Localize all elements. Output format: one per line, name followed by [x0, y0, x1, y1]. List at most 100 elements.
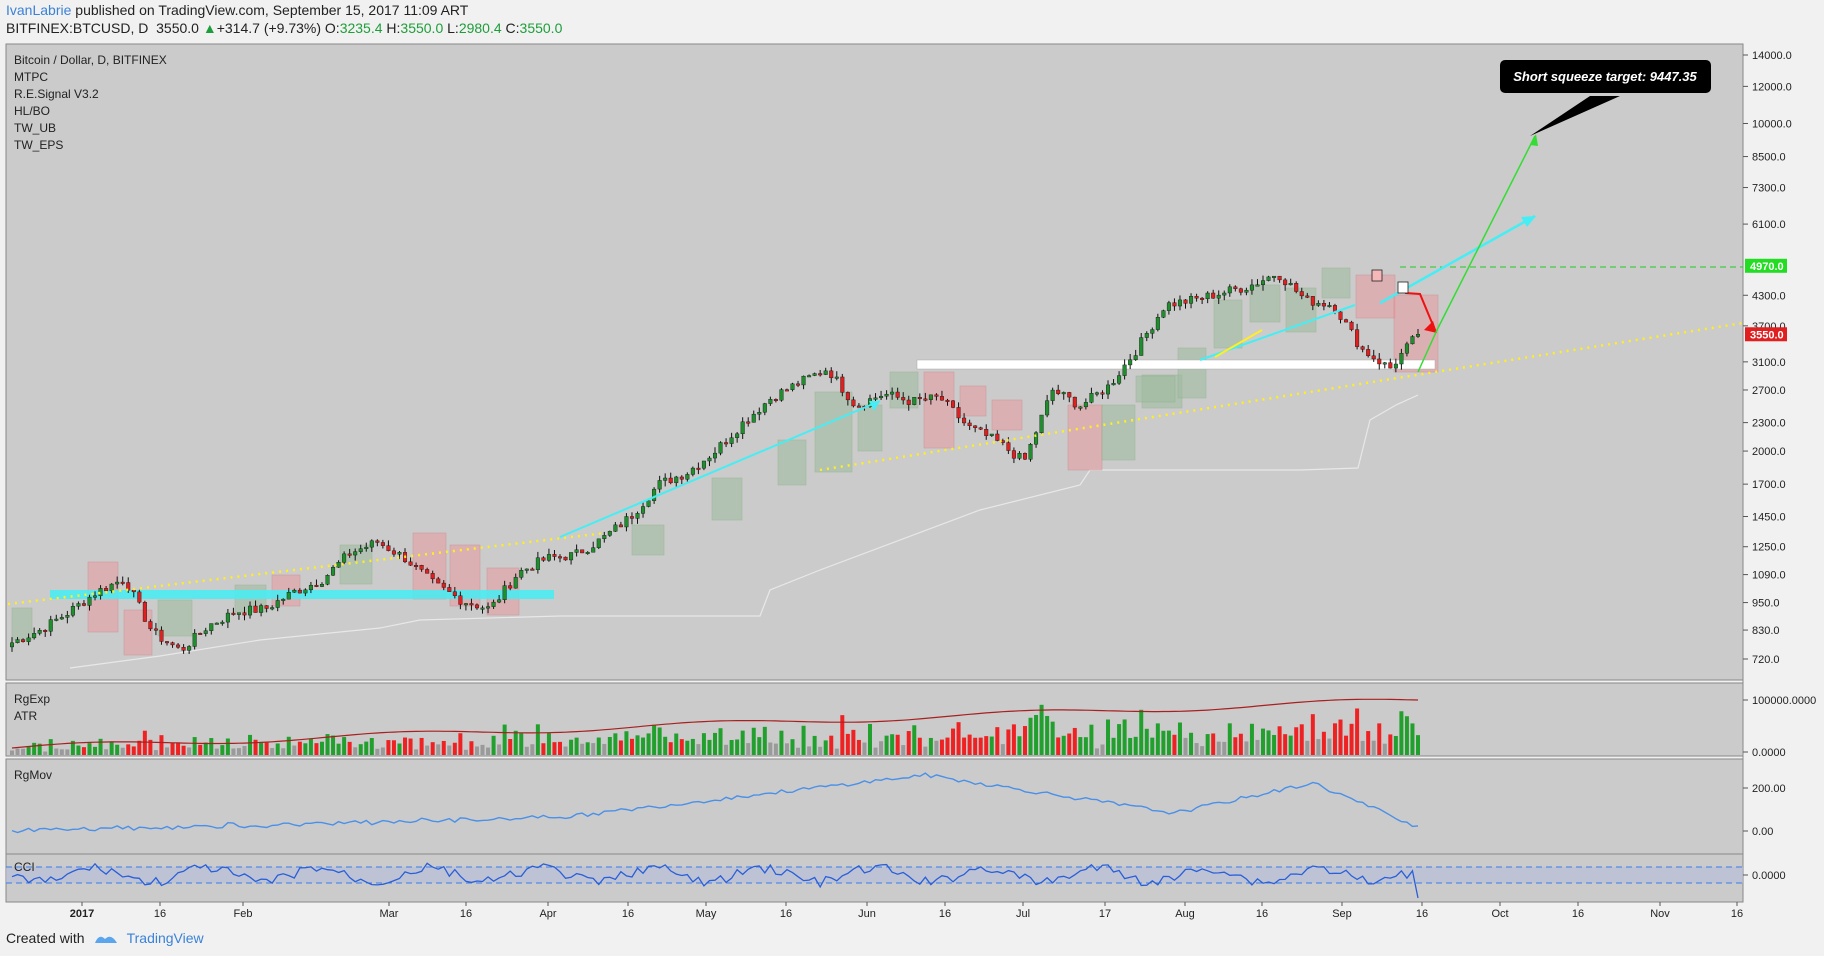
- green-target-arrow[interactable]: [1417, 135, 1536, 373]
- candle-body: [342, 553, 347, 563]
- candle-body: [170, 642, 175, 646]
- atr-bar: [486, 747, 491, 755]
- candle-body: [1316, 303, 1321, 306]
- atr-bar: [707, 739, 712, 755]
- resistance-band-white[interactable]: [916, 359, 1436, 370]
- candle-body: [729, 437, 734, 444]
- time-tick: Mar: [380, 908, 399, 920]
- time-tick: 2017: [70, 908, 94, 920]
- tradingview-logo-icon: [94, 936, 117, 943]
- candle-body: [917, 397, 922, 400]
- candle-body: [286, 591, 291, 600]
- atr-bar: [607, 736, 612, 755]
- candle-body: [386, 545, 391, 551]
- time-tick: 16: [1256, 908, 1268, 920]
- atr-bar: [26, 745, 31, 755]
- atr-bar: [1216, 741, 1221, 755]
- atr-bar: [690, 738, 695, 755]
- candle-body: [751, 413, 756, 423]
- legend-item: TW_UB: [14, 121, 56, 135]
- atr-bar: [1205, 734, 1210, 755]
- time-axis[interactable]: [6, 902, 1743, 924]
- target-callout[interactable]: [1500, 60, 1711, 93]
- candle-body: [497, 599, 502, 603]
- price-tick-labels: 14000.0 12000.0 10000.0 8500.0 7300.0 6100.0 4…: [1743, 50, 1792, 666]
- price-tick: 8500.0: [1752, 152, 1786, 164]
- candle-body: [1277, 275, 1282, 281]
- time-tick: Feb: [234, 908, 253, 920]
- support-band-cyan[interactable]: [50, 590, 554, 599]
- candle-body: [1410, 336, 1415, 345]
- atr-bar: [32, 742, 37, 755]
- candle-body: [823, 370, 828, 375]
- atr-bar: [1006, 729, 1011, 755]
- atr-bar: [1139, 709, 1144, 755]
- candle-body: [834, 376, 839, 379]
- atr-bar: [37, 743, 42, 755]
- candle-body: [962, 417, 967, 424]
- red-arrow[interactable]: [1404, 292, 1436, 331]
- cyan-arrow-1[interactable]: [559, 400, 881, 538]
- atr-bar: [1155, 723, 1160, 755]
- price-tick: 14000.0: [1752, 50, 1792, 62]
- candle-body: [1233, 286, 1238, 289]
- candle-body: [1349, 321, 1354, 330]
- atr-bar: [43, 751, 48, 755]
- candle-body: [873, 397, 878, 400]
- author-link[interactable]: IvanLabrie: [6, 2, 72, 18]
- atr-bar: [391, 740, 396, 755]
- candle-body: [248, 605, 253, 616]
- atr-bar: [1288, 735, 1293, 755]
- cci-label: CCI: [14, 860, 35, 874]
- candle-body: [1028, 443, 1033, 460]
- rgexp-pane[interactable]: [5, 682, 1744, 757]
- atr-bar: [76, 745, 81, 755]
- candle-body: [613, 524, 618, 532]
- atr-bar: [181, 745, 186, 755]
- time-tick: 16: [780, 908, 792, 920]
- candle-body: [347, 553, 352, 556]
- atr-bar: [1039, 704, 1044, 755]
- rgmov-pane[interactable]: [5, 758, 1744, 855]
- atr-bar: [10, 750, 14, 755]
- atr-bar: [591, 743, 596, 755]
- atr-bar: [1261, 728, 1266, 755]
- trendline-lower-yellow[interactable]: [819, 321, 1744, 472]
- atr-bar: [1194, 743, 1199, 755]
- candle-body: [469, 603, 474, 606]
- atr-bar: [148, 739, 153, 755]
- time-tick: Aug: [1175, 908, 1195, 920]
- atr-bar: [1017, 736, 1022, 755]
- atr-bar: [1332, 723, 1337, 755]
- main-pane[interactable]: [5, 43, 1744, 681]
- candle-body: [242, 612, 247, 616]
- candle-body: [773, 399, 778, 402]
- atr-bar: [87, 743, 92, 755]
- candle-body: [1399, 353, 1404, 365]
- atr-bar: [270, 748, 275, 755]
- candle-body: [801, 375, 806, 386]
- atr-bar: [724, 744, 729, 755]
- candle-body: [718, 442, 723, 454]
- candle-body: [408, 561, 413, 566]
- atr-bar: [1089, 724, 1094, 755]
- atr-bar: [652, 724, 657, 755]
- price-axis[interactable]: [1743, 44, 1824, 902]
- candle-body: [441, 582, 446, 588]
- rgmov-line: [11, 772, 1419, 834]
- candle-body: [1061, 392, 1066, 395]
- candle-body: [270, 607, 275, 610]
- price-marker: [1745, 327, 1787, 342]
- yellow-arrow[interactable]: [1214, 329, 1263, 358]
- atr-bar: [696, 744, 701, 755]
- bullish-box: [1101, 404, 1136, 461]
- tradingview-link[interactable]: TradingView: [126, 930, 204, 946]
- atr-bar: [541, 743, 546, 755]
- high-label: H:: [386, 20, 401, 36]
- candle-body: [629, 516, 634, 519]
- candle-body: [574, 549, 579, 553]
- created-with-text: Created with: [6, 930, 85, 946]
- atr-bar: [336, 743, 341, 755]
- candle-body: [414, 565, 419, 567]
